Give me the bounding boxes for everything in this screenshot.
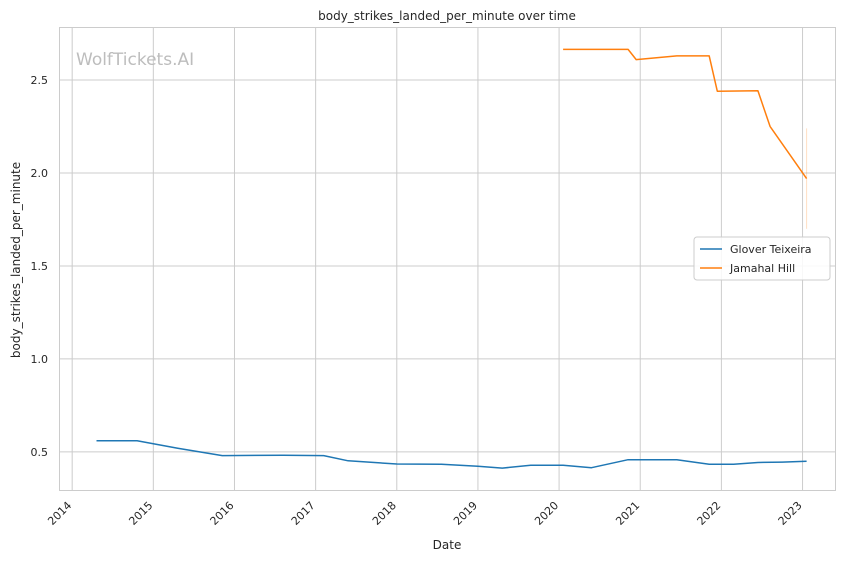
legend-label: Glover Teixeira <box>730 243 812 256</box>
x-axis-title: Date <box>433 538 462 552</box>
series-line-jamahal-hill <box>563 48 808 180</box>
y-tick-label: 1.5 <box>31 260 49 273</box>
plot-area-frame <box>59 27 836 491</box>
chart-title: body_strikes_landed_per_minute over time <box>318 9 576 23</box>
y-axis-title: body_strikes_landed_per_minute <box>9 162 23 358</box>
series-layer <box>96 48 808 469</box>
watermark: WolfTickets.AI <box>76 50 194 70</box>
legend: Glover Teixeira Jamahal Hill <box>693 236 831 281</box>
legend-box <box>693 236 831 281</box>
legend-label: Jamahal Hill <box>729 262 795 275</box>
y-tick-label: 1.0 <box>31 353 49 366</box>
y-tick-label: 0.5 <box>31 446 49 459</box>
y-tick-label: 2.0 <box>31 167 49 180</box>
y-axis-ticks: 0.5 1.0 1.5 2.0 2.5 <box>31 74 49 459</box>
series-line-glover-teixeira <box>96 439 807 469</box>
x-axis-ticks: 2014 2015 2016 2017 2018 2019 2020 2021 2022 2023 <box>45 499 804 528</box>
y-tick-label: 2.5 <box>31 74 49 87</box>
